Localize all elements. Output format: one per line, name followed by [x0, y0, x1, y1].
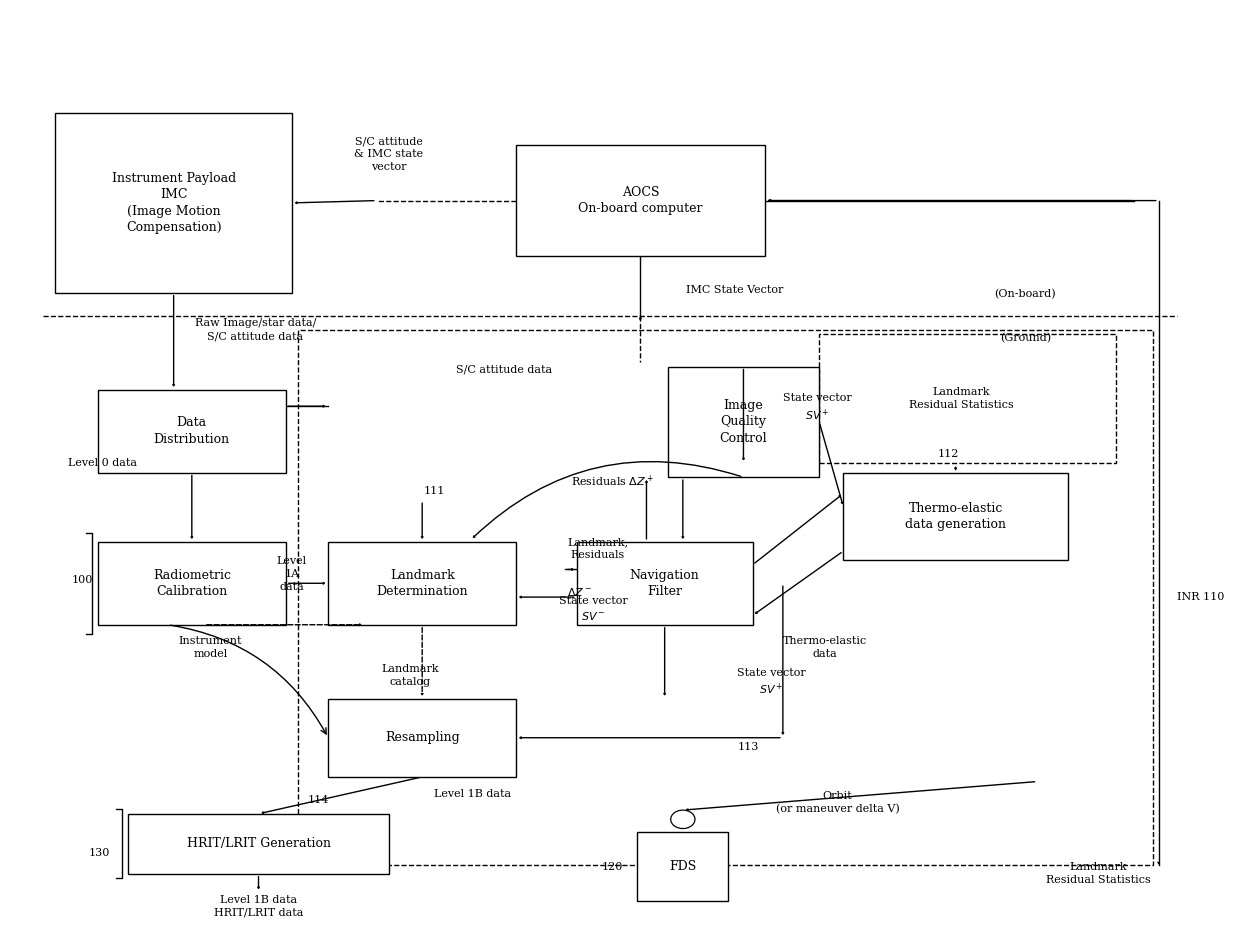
Text: State vector
$SV^+$: State vector $SV^+$ — [738, 667, 806, 697]
Bar — [329, 698, 516, 777]
Text: Instrument
model: Instrument model — [179, 636, 242, 659]
Bar — [98, 389, 285, 473]
Text: Level
1A
data: Level 1A data — [277, 556, 308, 592]
Text: IMC State Vector: IMC State Vector — [686, 285, 782, 295]
Bar — [56, 113, 291, 293]
Text: State vector
$SV^+$: State vector $SV^+$ — [782, 393, 852, 423]
Text: Thermo-elastic
data generation: Thermo-elastic data generation — [905, 502, 1006, 531]
Text: Level 1B data: Level 1B data — [434, 788, 511, 798]
Bar — [298, 329, 1153, 865]
Bar — [128, 813, 389, 873]
Text: Level 1B data
HRIT/LRIT data: Level 1B data HRIT/LRIT data — [213, 895, 304, 917]
Text: Thermo-elastic
data: Thermo-elastic data — [782, 636, 867, 659]
Text: 112: 112 — [937, 449, 959, 460]
Bar — [516, 145, 765, 256]
Text: State vector
$SV^-$: State vector $SV^-$ — [558, 596, 627, 622]
Text: Landmark
catalog: Landmark catalog — [381, 664, 439, 687]
Text: S/C attitude
& IMC state
vector: S/C attitude & IMC state vector — [355, 137, 423, 172]
Text: 120: 120 — [601, 862, 622, 871]
Text: AOCS
On-board computer: AOCS On-board computer — [578, 186, 703, 215]
Text: FDS: FDS — [670, 860, 697, 873]
Text: Residuals $\Delta Z^+$: Residuals $\Delta Z^+$ — [570, 475, 653, 490]
Text: 111: 111 — [424, 486, 445, 496]
Bar — [637, 832, 728, 901]
Text: Data
Distribution: Data Distribution — [154, 417, 229, 446]
Text: 100: 100 — [71, 576, 93, 586]
Bar — [329, 542, 516, 624]
Text: (On-board): (On-board) — [994, 289, 1056, 300]
Text: Radiometric
Calibration: Radiometric Calibration — [153, 568, 231, 598]
Bar — [98, 542, 285, 624]
Bar — [577, 542, 753, 624]
Text: 130: 130 — [88, 848, 110, 858]
Text: Level 0 data: Level 0 data — [67, 459, 136, 468]
Text: Landmark
Residual Statistics: Landmark Residual Statistics — [1045, 862, 1151, 885]
Bar — [820, 334, 1116, 463]
Text: INR 110: INR 110 — [1177, 592, 1224, 602]
Text: Landmark
Residual Statistics: Landmark Residual Statistics — [909, 388, 1014, 410]
Bar — [843, 473, 1068, 561]
Text: Instrument Payload
IMC
(Image Motion
Compensation): Instrument Payload IMC (Image Motion Com… — [112, 171, 236, 234]
Text: (Ground): (Ground) — [999, 332, 1050, 343]
Text: 113: 113 — [738, 742, 759, 752]
Text: Orbit
(or maneuver delta V): Orbit (or maneuver delta V) — [775, 791, 899, 814]
Text: S/C attitude data: S/C attitude data — [456, 364, 552, 374]
Text: $\Delta Z^-$: $\Delta Z^-$ — [567, 587, 593, 598]
Text: Resampling: Resampling — [384, 731, 460, 744]
Bar — [667, 367, 820, 477]
Text: HRIT/LRIT Generation: HRIT/LRIT Generation — [186, 838, 331, 850]
Text: Landmark
Determination: Landmark Determination — [377, 568, 467, 598]
Text: Navigation
Filter: Navigation Filter — [630, 568, 699, 598]
Text: Image
Quality
Control: Image Quality Control — [719, 399, 768, 445]
Text: Landmark,
Residuals: Landmark, Residuals — [567, 537, 629, 560]
Text: Raw Image/star data/
S/C attitude data: Raw Image/star data/ S/C attitude data — [195, 318, 316, 341]
Text: 114: 114 — [308, 795, 329, 805]
